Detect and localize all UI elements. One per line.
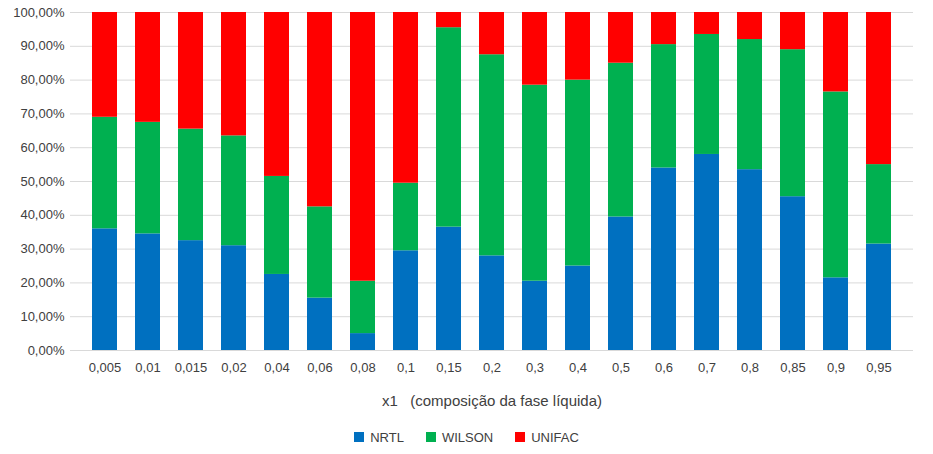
svg-text:0,4: 0,4 [569, 360, 587, 375]
svg-text:0,15: 0,15 [436, 360, 461, 375]
svg-text:0,00%: 0,00% [28, 343, 65, 358]
html-text:WILSON: WILSON [441, 429, 494, 445]
svg-text:0,85: 0,85 [780, 360, 805, 375]
svg-text:100,00%: 100,00% [13, 5, 65, 20]
svg-text:0,2: 0,2 [483, 360, 501, 375]
svg-text:20,00%: 20,00% [20, 275, 65, 290]
svg-text:60,00%: 60,00% [20, 140, 65, 155]
svg-text:0,9: 0,9 [827, 360, 845, 375]
svg-text:10,00%: 10,00% [20, 309, 65, 324]
svg-text:30,00%: 30,00% [20, 241, 65, 256]
svg-text:0,015: 0,015 [175, 360, 208, 375]
html-text:UNIFAC: UNIFAC [531, 429, 579, 445]
svg-text:0,06: 0,06 [307, 360, 332, 375]
svg-text:0,7: 0,7 [698, 360, 716, 375]
svg-text:0,6: 0,6 [655, 360, 673, 375]
svg-text:90,00%: 90,00% [20, 38, 65, 53]
html-text:NRTL: NRTL [370, 429, 404, 445]
svg-text:0,04: 0,04 [264, 360, 289, 375]
svg-text:0,3: 0,3 [526, 360, 544, 375]
svg-text:0,02: 0,02 [221, 360, 246, 375]
svg-text:0,01: 0,01 [135, 360, 160, 375]
svg-text:0,1: 0,1 [397, 360, 415, 375]
svg-text:40,00%: 40,00% [20, 207, 65, 222]
svg-text:70,00%: 70,00% [20, 106, 65, 121]
svg-text:0,95: 0,95 [866, 360, 891, 375]
svg-text:80,00%: 80,00% [20, 72, 65, 87]
svg-text:50,00%: 50,00% [20, 174, 65, 189]
svg-text:0,8: 0,8 [741, 360, 759, 375]
svg-text:0,005: 0,005 [89, 360, 122, 375]
svg-text:0,08: 0,08 [350, 360, 375, 375]
svg-text:x1 (composição da fase líqui: x1 (composição da fase líquida) [382, 392, 602, 409]
svg-text:0,5: 0,5 [612, 360, 630, 375]
